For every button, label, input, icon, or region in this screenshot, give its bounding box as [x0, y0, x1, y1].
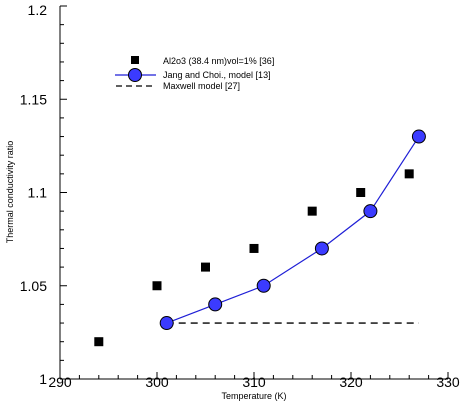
y-tick-label: 1.15 — [20, 91, 47, 107]
y-tick-label: 1.1 — [28, 185, 48, 201]
x-tick-label: 320 — [339, 374, 363, 390]
y-tick-label: 1.2 — [28, 2, 48, 18]
jang-choi-point — [314, 241, 329, 256]
x-tick-label: 310 — [242, 374, 266, 390]
tick-labels: 290 300 310 320 330 1 1.05 1.1 1.15 1.2 — [20, 2, 460, 390]
al2o3-data-point — [94, 337, 104, 347]
y-tick-label: 1.05 — [20, 278, 47, 294]
x-axis-title: Temperature (K) — [221, 391, 286, 401]
legend-marker-circle — [128, 68, 142, 82]
legend: Al2o3 (38.4 nm)vol=1% [36] Jang and Choi… — [115, 56, 274, 91]
al2o3-data-point — [404, 169, 414, 179]
plot-area — [94, 129, 426, 347]
jang-choi-point — [256, 278, 271, 293]
jang-choi-point — [411, 129, 426, 144]
al2o3-data-point — [307, 206, 317, 216]
x-tick-label: 330 — [436, 374, 460, 390]
jang-choi-point — [208, 297, 223, 312]
axis-ticks — [59, 5, 449, 380]
x-tick-label: 300 — [145, 374, 169, 390]
jang-choi-model-line — [166, 136, 420, 324]
jang-choi-point — [363, 204, 378, 219]
legend-label-series-1: Al2o3 (38.4 nm)vol=1% [36] — [163, 56, 274, 66]
legend-label-series-2: Jang and Choi., model [13] — [163, 70, 271, 80]
jang-choi-point — [159, 316, 174, 331]
al2o3-data-point — [356, 188, 366, 197]
legend-label-series-3: Maxwell model [27] — [163, 81, 240, 91]
al2o3-data-point — [249, 243, 259, 253]
y-tick-label: 1 — [39, 371, 47, 387]
x-tick-label: 290 — [48, 374, 72, 390]
al2o3-data-point — [152, 281, 162, 291]
y-axis-title: Thermal conductivity ratio — [5, 141, 15, 244]
al2o3-data-point — [201, 262, 210, 272]
legend-marker-square — [131, 56, 139, 64]
